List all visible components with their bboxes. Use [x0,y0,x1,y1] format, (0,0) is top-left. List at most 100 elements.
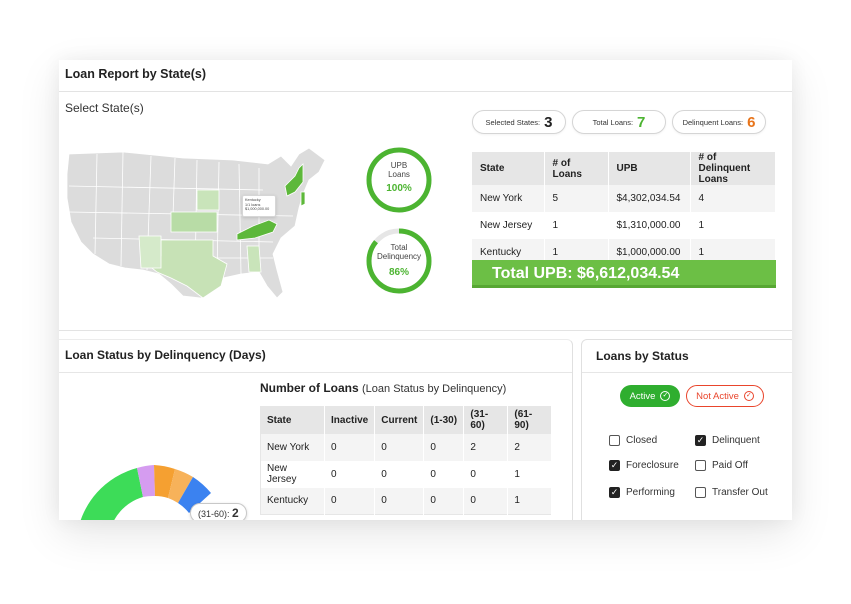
report-title: Loan Report by State(s) [65,67,206,81]
table-cell: New Jersey [472,212,545,239]
total-delinquency-ring-arc [366,228,432,294]
delinquency-ring-label-2: Delinquency [376,251,422,261]
delinquent-loans-label: Delinquent Loans: [682,117,744,127]
table-cell: New York [472,185,545,212]
active-filter-label: Active [629,390,656,402]
check-circle-icon: ✓ [660,391,671,401]
table-cell: 0 [423,487,465,515]
loan-report-card: Loan Report by State(s) Select State(s) … [59,60,792,520]
delinquency-ring-percent: 86% [388,267,409,278]
state-table-header-row: State # of Loans UPB # of Delinquent Loa… [472,152,776,185]
delinquent-col-header: # of Delinquent Loans [690,152,776,185]
delinquency-col-header: Current [374,406,425,434]
table-cell: 2 [507,433,553,461]
total-loans-pill: Total Loans: 7 [572,110,666,134]
section-divider [59,330,792,331]
map-tooltip: Kentucky 1/1 loans $1,000,000.00 [242,195,276,217]
select-states-label: Select State(s) [65,101,144,115]
checkbox-icon[interactable]: ✓ [609,460,620,471]
donut-segment-green[interactable] [77,468,143,520]
us-state-map[interactable] [63,146,329,304]
checkbox-label: Delinquent [712,435,760,446]
donut-segment-light-orange[interactable] [168,469,193,503]
donut-tooltip: (31-60): 2 [190,503,247,520]
map-tooltip-line-1: Kentucky [245,198,261,202]
loans-col-header: # of Loans [544,152,609,185]
table-cell: 0 [374,433,425,461]
upb-ring-percent: 100% [386,183,412,194]
delinquency-col-header: (1-30) [423,406,465,434]
delinquency-table: State Inactive Current (1-30) (31-60) (6… [260,406,553,515]
delinquency-panel-divider [59,372,572,373]
total-upb-banner: Total UPB: $6,612,034.54 [472,260,776,288]
table-cell: 0 [423,460,465,488]
upb-col-header: UPB [608,152,691,185]
checkbox-label: Paid Off [712,460,748,471]
map-state-new-mexico[interactable] [138,235,162,269]
table-cell: 4 [690,185,776,212]
upb-loans-ring-arc [366,147,432,213]
delinquency-panel-title: Loan Status by Delinquency (Days) [65,348,266,362]
checkbox-transfer-out[interactable]: Transfer Out [695,487,768,498]
checkbox-paid-off[interactable]: Paid Off [695,460,748,471]
map-state-new-york[interactable] [284,163,304,197]
donut-segment-purple[interactable] [137,465,155,497]
table-cell: Kentucky [260,487,325,515]
total-delinquency-ring: Total Delinquency 86% [364,226,434,296]
number-of-loans-title: Number of Loans (Loan Status by Delinque… [260,381,506,395]
table-cell: 2 [463,433,509,461]
header-divider [59,91,792,92]
delinquency-panel: Loan Status by Delinquency (Days) Number… [59,339,573,520]
map-state-south-dakota[interactable] [196,189,220,211]
table-row: New Jersey 1 $1,310,000.00 1 [472,212,776,239]
checkbox-foreclosure[interactable]: ✓ Foreclosure [609,460,679,471]
donut-tooltip-value: 2 [232,506,239,520]
checkbox-icon[interactable] [609,435,620,446]
selected-states-label: Selected States: [485,117,541,127]
table-cell: 1 [507,487,553,515]
checkbox-label: Closed [626,435,658,446]
selected-states-pill: Selected States: 3 [472,110,566,134]
delinquency-col-header: State [260,406,325,434]
delinquency-ring-label-1: Total [390,243,408,252]
upb-ring-label-2: Loans [388,169,410,179]
delinquency-col-header: (61-90) [507,406,553,434]
table-row: New York 5 $4,302,034.54 4 [472,185,776,212]
not-active-filter-button[interactable]: Not Active ✓ [686,385,764,407]
table-cell: $1,310,000.00 [608,212,691,239]
table-cell: 0 [324,433,376,461]
map-state-new-jersey[interactable] [300,191,306,207]
map-state-kansas[interactable] [170,211,218,233]
donut-tooltip-label: (31-60): [198,509,230,519]
map-state-kentucky[interactable] [236,219,278,241]
table-cell: 1 [507,460,553,488]
checkbox-icon[interactable]: ✓ [695,435,706,446]
delinquency-donut-chart[interactable] [69,465,239,520]
checkbox-icon[interactable] [695,460,706,471]
total-loans-label: Total Loans: [592,117,634,127]
checkbox-closed[interactable]: Closed [609,435,657,446]
check-circle-icon: ✓ [743,391,754,401]
table-cell: 5 [544,185,609,212]
upb-ring-label-1: UPB [390,161,408,170]
table-cell: 0 [324,487,376,515]
map-tooltip-line-3: $1,000,000.00 [245,207,270,212]
checkbox-icon[interactable]: ✓ [609,487,620,498]
map-state-alabama[interactable] [246,245,262,273]
table-cell: 0 [463,460,509,488]
checkbox-delinquent[interactable]: ✓ Delinquent [695,435,760,446]
checkbox-icon[interactable] [695,487,706,498]
state-loans-table: State # of Loans UPB # of Delinquent Loa… [472,152,776,266]
delinquent-loans-pill: Delinquent Loans: 6 [672,110,766,134]
table-cell: 1 [544,212,609,239]
not-active-filter-label: Not Active [696,390,739,402]
checkbox-performing[interactable]: ✓ Performing [609,487,675,498]
table-cell: 0 [374,460,425,488]
table-cell: 0 [324,460,376,488]
active-filter-button[interactable]: Active ✓ [620,385,680,407]
table-cell: New York [260,433,325,461]
table-cell: 0 [463,487,509,515]
donut-segment-orange[interactable] [154,465,175,498]
donut-segment-blue[interactable] [178,477,211,513]
table-cell: 0 [374,487,425,515]
